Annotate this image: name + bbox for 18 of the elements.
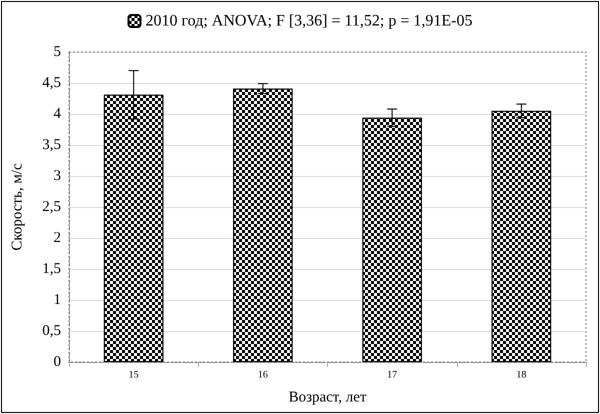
y-tick-label: 1,5 xyxy=(42,261,61,277)
y-tick-label: 2 xyxy=(54,230,61,246)
y-tick-label: 2,5 xyxy=(42,199,61,215)
y-tick-label: 3,5 xyxy=(42,137,61,153)
y-tick-label: 3 xyxy=(54,168,61,184)
x-tick-label: 17 xyxy=(387,370,398,380)
y-axis-title: Скорость, м/с xyxy=(10,163,26,251)
x-tick-label: 15 xyxy=(128,370,139,380)
y-tick-label: 0 xyxy=(54,354,61,370)
y-tick-label: 5 xyxy=(54,44,61,60)
x-tick-label: 18 xyxy=(516,370,526,380)
x-tick-label: 16 xyxy=(258,370,268,380)
y-tick-label: 1 xyxy=(54,292,61,308)
y-tick-label: 4 xyxy=(54,106,62,122)
y-tick-label: 0,5 xyxy=(42,323,61,339)
x-axis-title: Возраст, лет xyxy=(288,390,367,406)
legend-label: 2010 год; ANOVA; F [3,36] = 11,52; p = 1,91E-05 xyxy=(146,12,472,30)
y-tick-label: 4,5 xyxy=(42,75,61,91)
